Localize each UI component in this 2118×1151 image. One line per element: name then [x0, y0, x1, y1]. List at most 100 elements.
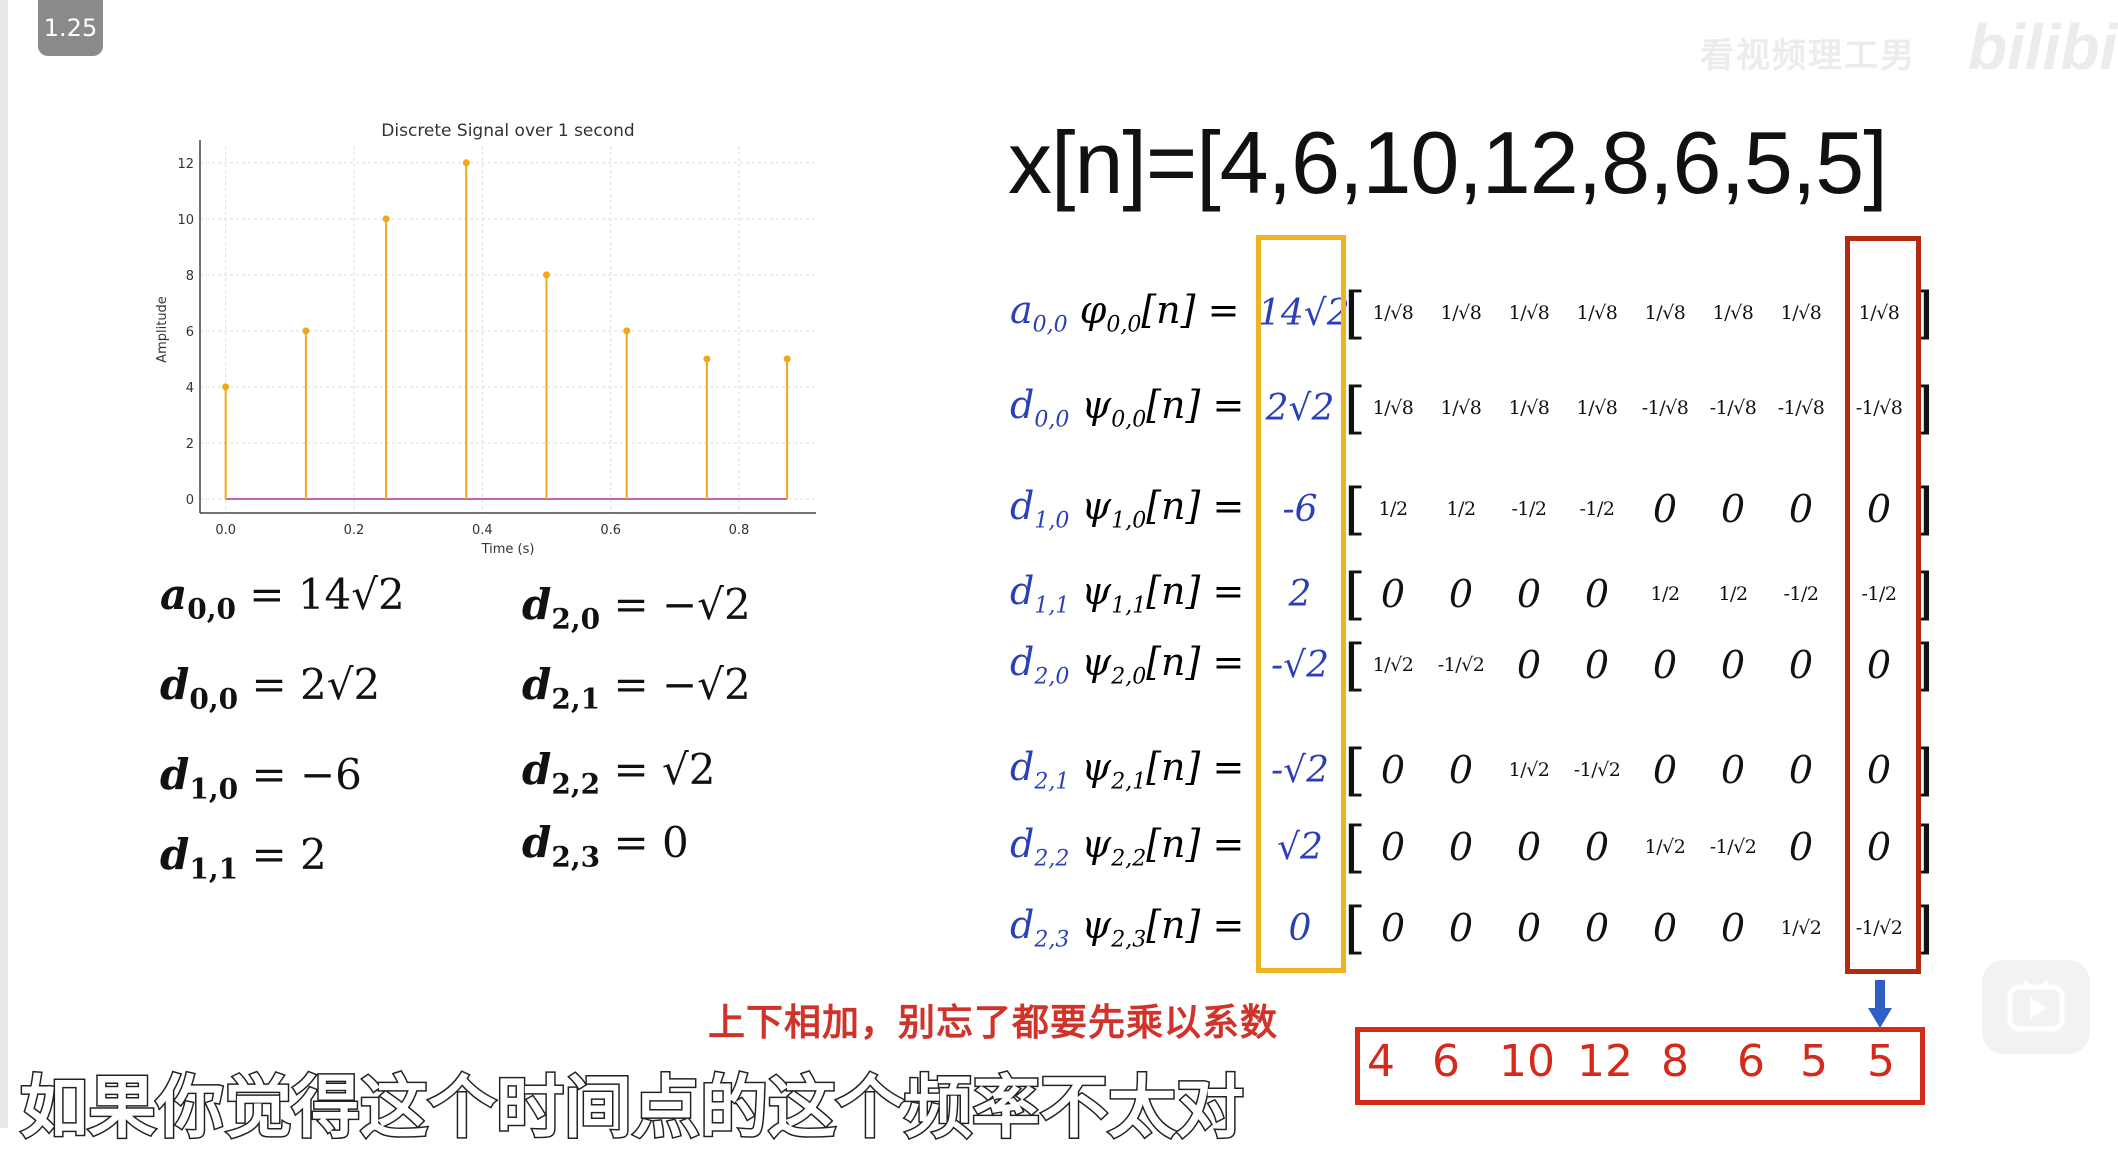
basis-value: 0 — [1652, 643, 1678, 687]
row-label: d0,0 ψ0,0[n] = — [1010, 383, 1245, 433]
coef-value: = 0 — [613, 818, 689, 867]
basis-value: 1/√8 — [1372, 397, 1414, 419]
open-bracket: [ — [1344, 633, 1366, 698]
basis-value: 1/√2 — [1372, 654, 1414, 676]
basis-value: -1/√2 — [1573, 759, 1621, 781]
basis-value: 0 — [1380, 572, 1406, 616]
stem-chart: Discrete Signal over 1 second 0.0 0.2 0.4 0.… — [155, 121, 816, 557]
basis-value: -1/2 — [1579, 498, 1616, 520]
coefficient-formula: a0,0 = 14√2 — [160, 570, 405, 625]
coefficient-formula: d0,0 = 2√2 — [160, 660, 380, 715]
last-column-highlight-box — [1845, 236, 1921, 974]
coef-symbol: d — [160, 750, 190, 799]
reconstructed-signal-box — [1355, 1027, 1925, 1105]
y-tick-label: 0 — [186, 493, 194, 508]
x-axis-label: Time (s) — [481, 542, 535, 557]
basis-value: 0 — [1652, 906, 1678, 950]
row-coefficient: 0 — [1288, 907, 1312, 949]
result-value: 8 — [1661, 1036, 1689, 1087]
y-tick-label: 8 — [186, 269, 194, 284]
basis-value: 0 — [1516, 572, 1542, 616]
bilibili-logo: bilibili — [1968, 11, 2118, 83]
basis-row: d2,1 ψ2,1[n] = -√2[0 0 1/√2 -1/√2 0 0 0 0] — [1010, 730, 1934, 810]
basis-value: 0 — [1584, 825, 1610, 869]
stem-marker — [302, 327, 310, 335]
basis-value: 1/√8 — [1440, 397, 1482, 419]
basis-value: 0 — [1866, 748, 1892, 792]
basis-value: -1/√8 — [1855, 397, 1903, 419]
coefficient-highlight-box — [1256, 235, 1346, 973]
basis-value: 0 — [1516, 643, 1542, 687]
basis-value: 0 — [1584, 572, 1610, 616]
basis-row: d0,0 ψ0,0[n] = 2√2[1/√8 1/√8 1/√8 1/√8 -1/√8-… — [1010, 368, 1934, 448]
basis-value: 0 — [1788, 487, 1814, 531]
coef-index: 2,3 — [551, 840, 601, 874]
chart-title: Discrete Signal over 1 second — [381, 121, 634, 141]
left-edge — [0, 0, 8, 1128]
coef-index: 1,1 — [189, 852, 239, 886]
coef-value: = −√2 — [613, 660, 751, 709]
coef-value: = 14√2 — [249, 570, 405, 619]
basis-value: 0 — [1448, 748, 1474, 792]
basis-value: 1/√8 — [1644, 302, 1686, 324]
x-tick-label: 0.2 — [344, 523, 365, 538]
y-tick-label: 4 — [186, 381, 194, 396]
coef-index: 2,1 — [551, 682, 601, 716]
coefficient-formula: d2,3 = 0 — [522, 818, 689, 873]
basis-value: 1/√8 — [1712, 302, 1754, 324]
basis-value: 1/√8 — [1780, 302, 1822, 324]
basis-value: 1/√8 — [1858, 302, 1900, 324]
channel-watermark: 看视频理工男 — [1700, 36, 1916, 76]
coef-index: 1,0 — [189, 772, 239, 806]
result-value: 4 — [1367, 1036, 1395, 1087]
basis-value: 0 — [1788, 825, 1814, 869]
basis-value: -1/2 — [1783, 583, 1820, 605]
basis-value: 1/2 — [1446, 498, 1476, 520]
open-bracket: [ — [1344, 477, 1366, 542]
basis-value: 1/√8 — [1508, 397, 1550, 419]
result-value: 10 — [1499, 1036, 1555, 1087]
annotation-hint: 上下相加，别忘了都要先乘以系数 — [708, 1001, 1278, 1044]
basis-value: -1/√8 — [1709, 397, 1757, 419]
basis-value: 0 — [1584, 643, 1610, 687]
basis-value: 0 — [1866, 643, 1892, 687]
coef-value: = 2 — [251, 830, 327, 879]
basis-value: 1/√2 — [1508, 759, 1550, 781]
coefficient-formula: d1,1 = 2 — [160, 830, 327, 885]
result-value: 6 — [1432, 1036, 1460, 1087]
open-bracket: [ — [1344, 281, 1366, 346]
x-tick-label: 0.0 — [215, 523, 236, 538]
open-bracket: [ — [1344, 738, 1366, 803]
basis-value: -1/√2 — [1709, 836, 1757, 858]
x-tick-label: 0.6 — [600, 523, 621, 538]
basis-value: 1/√8 — [1576, 302, 1618, 324]
stem-marker — [382, 215, 390, 223]
coefficient-formula: d2,0 = −√2 — [522, 580, 751, 635]
coef-index: 0,0 — [187, 592, 236, 626]
y-tick-label: 2 — [186, 437, 194, 452]
basis-value: -1/√8 — [1641, 397, 1689, 419]
coef-symbol: d — [160, 660, 190, 709]
open-bracket: [ — [1344, 376, 1366, 441]
coef-value: = −√2 — [613, 580, 751, 629]
basis-value: 0 — [1720, 748, 1746, 792]
basis-value: 0 — [1516, 825, 1542, 869]
basis-value: 0 — [1720, 487, 1746, 531]
result-value: 5 — [1867, 1036, 1895, 1087]
basis-value: 0 — [1720, 643, 1746, 687]
coef-symbol: d — [522, 745, 552, 794]
basis-row: d1,0 ψ1,0[n] = -6[1/2 1/2 -1/2 -1/2 0 0 0 0] — [1010, 469, 1934, 549]
coef-value: = 2√2 — [251, 660, 381, 709]
coefficient-formula: d2,2 = √2 — [522, 745, 715, 800]
open-bracket: [ — [1344, 815, 1366, 880]
coef-symbol: d — [522, 818, 552, 867]
play-icon — [2007, 979, 2065, 1032]
play-button[interactable] — [1982, 960, 2090, 1054]
coef-index: 2,2 — [551, 767, 601, 801]
coefficient-formula: d1,0 = −6 — [160, 750, 362, 805]
x-tick-label: 0.8 — [729, 523, 750, 538]
coef-index: 2,0 — [551, 602, 601, 636]
playback-speed-badge[interactable]: 1.25 — [38, 0, 103, 56]
basis-value: 1/2 — [1718, 583, 1748, 605]
row-coefficient: -√2 — [1270, 644, 1329, 686]
